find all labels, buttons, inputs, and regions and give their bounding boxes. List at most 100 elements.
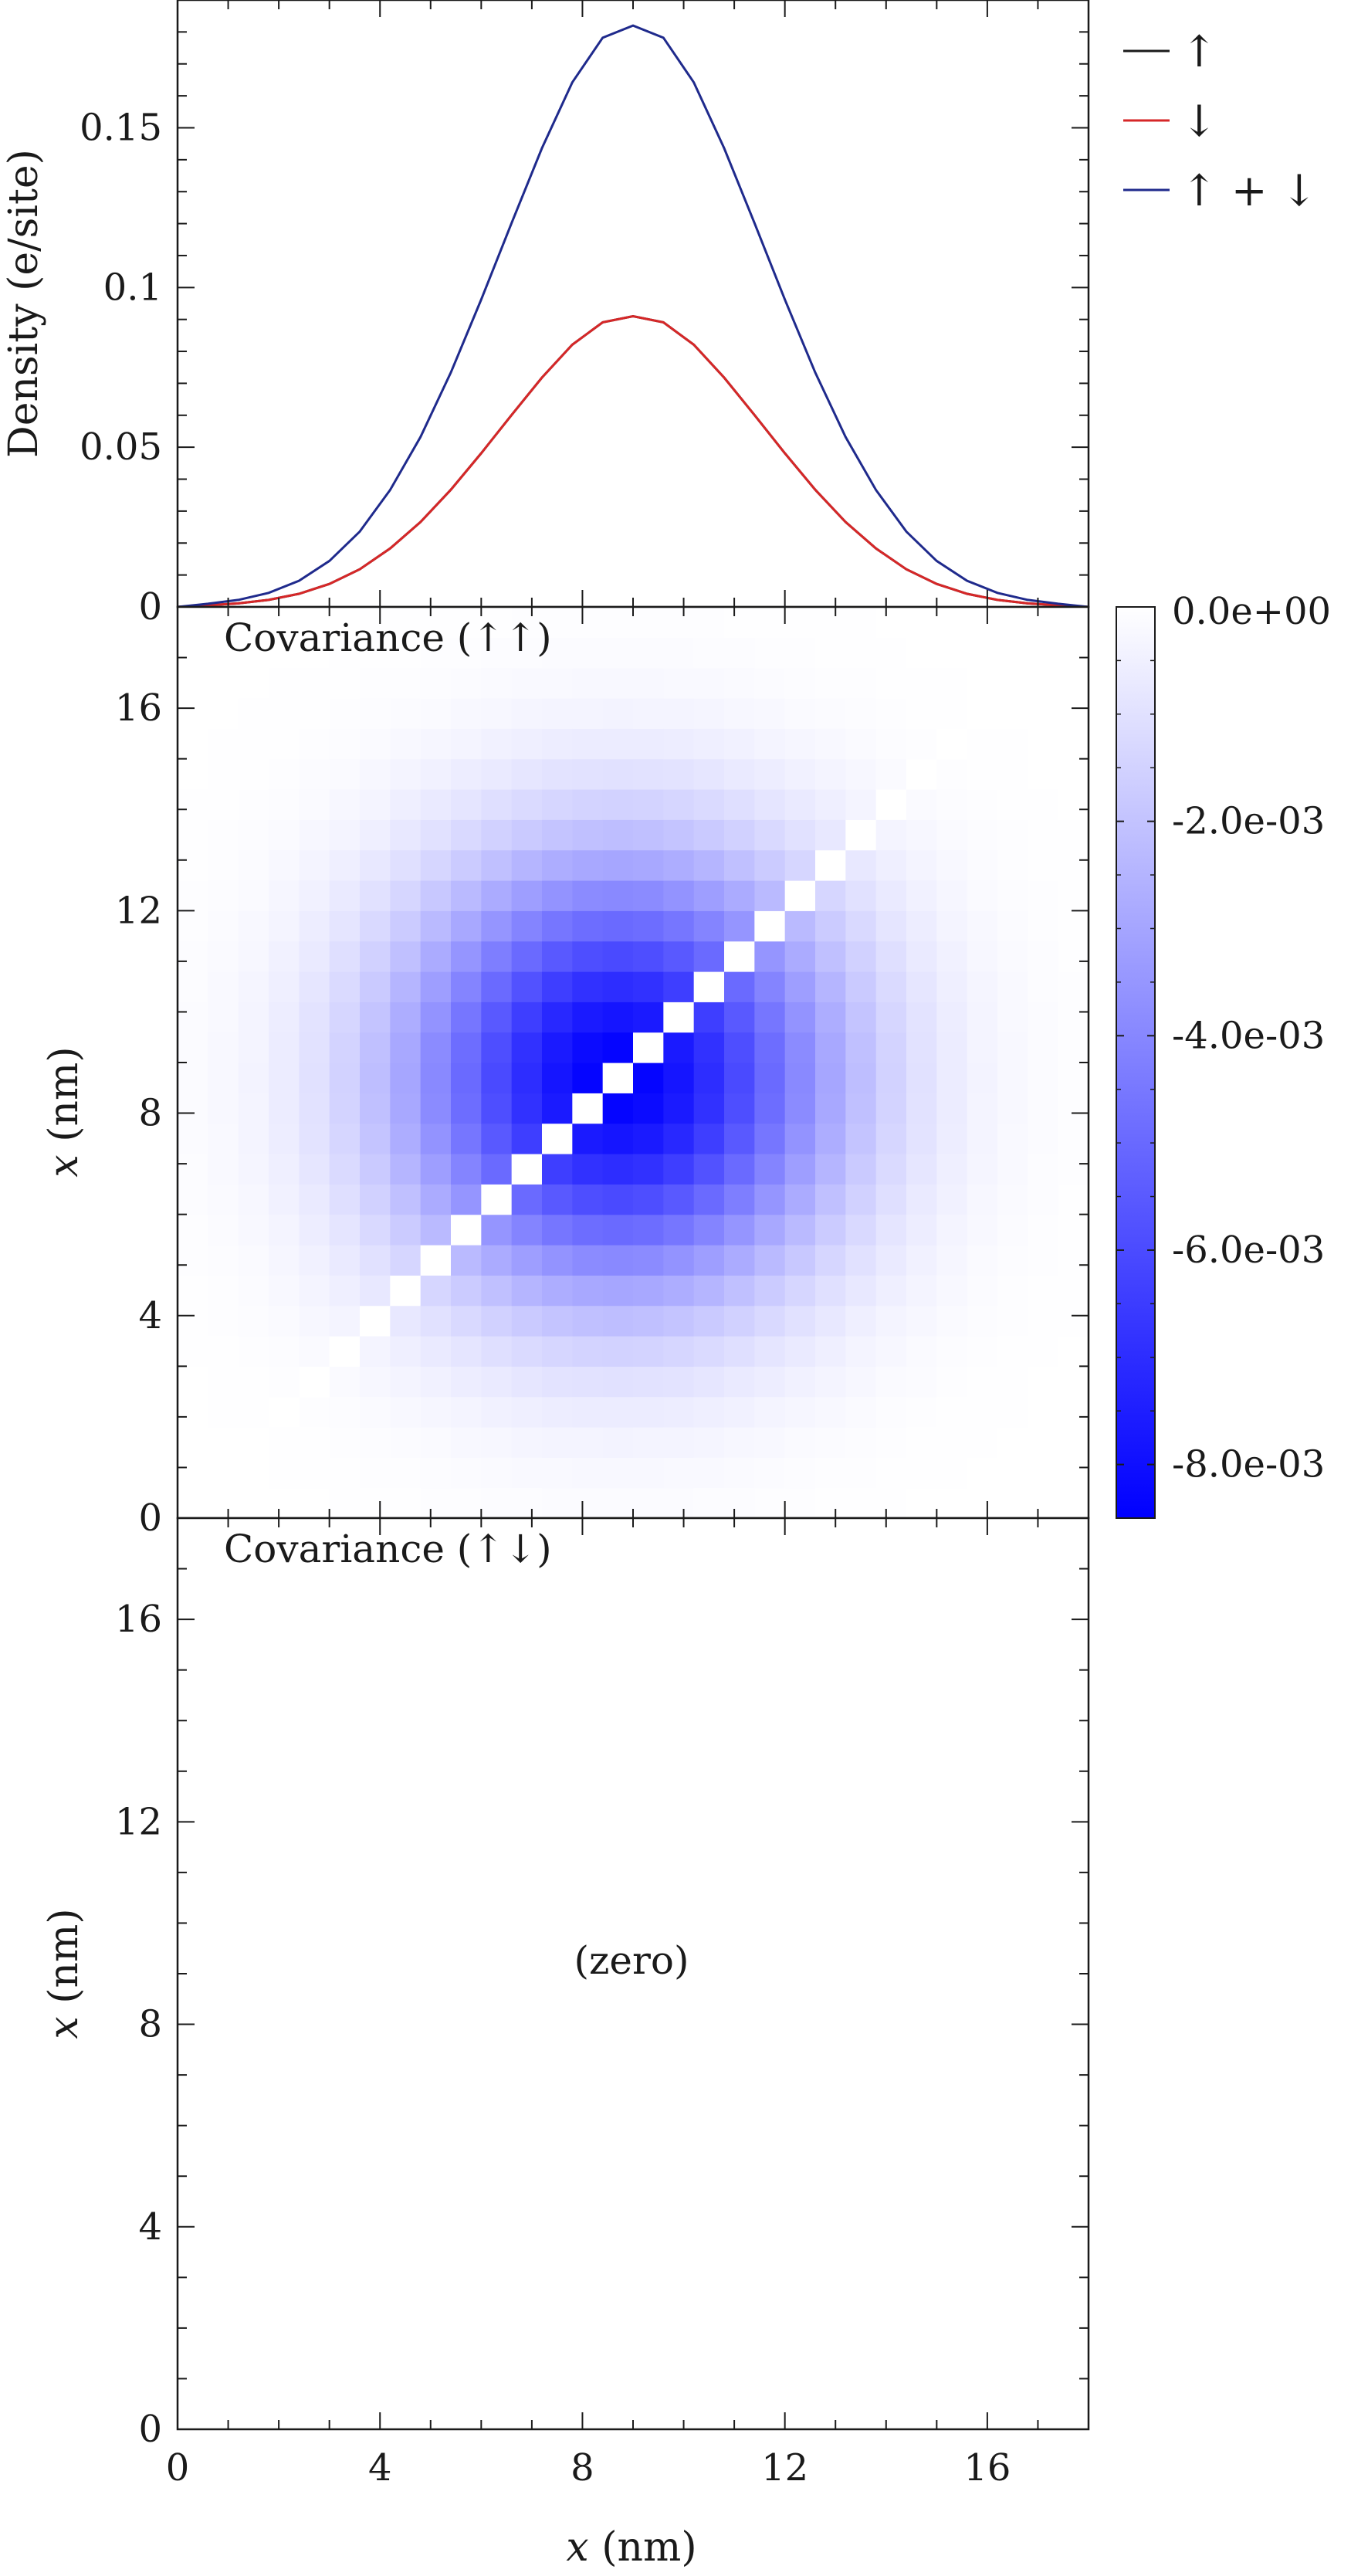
heatmap-cell (451, 1214, 482, 1246)
heatmap-cell (269, 1032, 300, 1063)
heatmap-cell (390, 1396, 422, 1428)
covariance-ud-y-axis-label: x (nm) (41, 1908, 87, 2039)
heatmap-cell (997, 667, 1028, 699)
heatmap-cell (451, 1245, 482, 1276)
heatmap-cell (997, 758, 1028, 790)
heatmap-cell (754, 1214, 786, 1246)
heatmap-cell (875, 1123, 907, 1154)
y-tick-label: 0 (138, 1496, 162, 1540)
heatmap-cell (1058, 728, 1089, 760)
heatmap-cell (238, 910, 269, 942)
heatmap-cell (208, 728, 239, 760)
heatmap-cell (815, 1366, 846, 1398)
heatmap-cell (329, 1487, 361, 1519)
heatmap-cell (633, 789, 664, 820)
heatmap-cell (542, 728, 573, 760)
heatmap-cell (481, 819, 513, 851)
heatmap-cell (451, 1093, 482, 1124)
heatmap-cell (208, 971, 239, 1002)
heatmap-cell (663, 1002, 695, 1033)
heatmap-cell (1058, 1123, 1089, 1154)
heatmap-cell (269, 1245, 300, 1276)
heatmap-cell (754, 910, 786, 942)
heatmap-cell (329, 1032, 361, 1063)
heatmap-cell (875, 1032, 907, 1063)
heatmap-cell (1028, 758, 1059, 790)
heatmap-cell (390, 941, 422, 972)
heatmap-cell (269, 1427, 300, 1458)
heatmap-cell (875, 910, 907, 942)
heatmap-cell (511, 1032, 543, 1063)
heatmap-cell (724, 1184, 755, 1215)
heatmap-cell (936, 789, 968, 820)
heatmap-cell (663, 758, 695, 790)
heatmap-cell (724, 667, 755, 699)
heatmap-cell (451, 1032, 482, 1063)
heatmap-cell (360, 880, 391, 911)
heatmap-cell (936, 1002, 968, 1033)
heatmap-cell (329, 1093, 361, 1124)
heatmap-cell (724, 789, 755, 820)
heatmap-cell (420, 1396, 452, 1428)
heatmap-cell (451, 880, 482, 911)
heatmap-cell (360, 1305, 391, 1337)
heatmap-cell (1028, 698, 1059, 729)
heatmap-cell (754, 1336, 786, 1367)
heatmap-cell (997, 1366, 1028, 1398)
heatmap-cell (936, 1245, 968, 1276)
heatmap-cell (967, 1154, 998, 1185)
heatmap-cell (906, 1154, 937, 1185)
x-tick-label: 16 (963, 2446, 1011, 2490)
covariance-ud-annotation: Covariance (↑↓) (224, 1527, 552, 1571)
heatmap-cell (390, 1063, 422, 1093)
heatmap-cell (360, 607, 391, 638)
heatmap-cell (815, 637, 846, 669)
heatmap-cell (845, 1275, 877, 1307)
heatmap-cell (997, 819, 1028, 851)
heatmap-cell (299, 1214, 330, 1246)
heatmap-cell (511, 910, 543, 942)
heatmap-cell (724, 637, 755, 669)
heatmap-cell (1058, 1336, 1089, 1367)
heatmap-cell (633, 698, 664, 729)
heatmap-cell (299, 849, 330, 881)
heatmap-cell (602, 1366, 634, 1398)
heatmap-cell (511, 849, 543, 881)
heatmap-cell (420, 1366, 452, 1398)
heatmap-cell (329, 880, 361, 911)
heatmap-cell (633, 1214, 664, 1246)
covariance-ud-panel: 0 4 8 12 16 0 4 8 12 16 Covariance (↑↓) (zero) x… (41, 1517, 1090, 2571)
heatmap-cell (208, 1457, 239, 1489)
heatmap-cell (906, 637, 937, 669)
heatmap-cell (329, 849, 361, 881)
heatmap-cell (360, 667, 391, 699)
heatmap-cell (208, 1487, 239, 1519)
heatmap-cell (602, 971, 634, 1002)
heatmap-cell (845, 1063, 877, 1093)
heatmap-cell (542, 971, 573, 1002)
heatmap-cell (572, 849, 604, 881)
heatmap-cell (360, 941, 391, 972)
heatmap-cell (390, 1214, 422, 1246)
heatmap-cell (784, 849, 816, 881)
heatmap-cell (845, 1366, 877, 1398)
heatmap-cell (906, 1063, 937, 1093)
heatmap-cell (663, 1396, 695, 1428)
heatmap-cell (693, 941, 725, 972)
heatmap-cell (602, 849, 634, 881)
heatmap-cell (238, 1275, 269, 1307)
heatmap-cell (906, 698, 937, 729)
heatmap-cell (693, 698, 725, 729)
heatmap-cell (390, 1457, 422, 1489)
heatmap-cell (269, 1063, 300, 1093)
heatmap-cell (360, 1487, 391, 1519)
heatmap-cell (572, 1487, 604, 1519)
heatmap-cell (542, 1214, 573, 1246)
heatmap-cell (875, 1002, 907, 1033)
y-tick-label: 8 (138, 1092, 162, 1135)
heatmap-cell (208, 1214, 239, 1246)
heatmap-cell (1028, 910, 1059, 942)
heatmap-cell (663, 698, 695, 729)
heatmap-cell (663, 1275, 695, 1307)
heatmap-cell (238, 1214, 269, 1246)
